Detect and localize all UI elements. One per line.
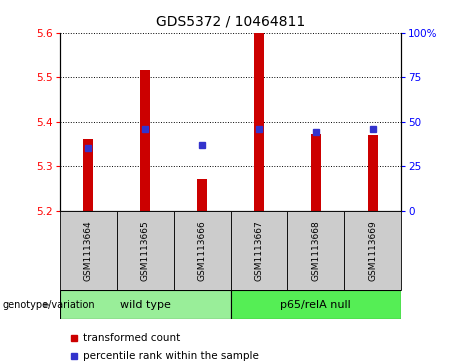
Bar xyxy=(230,211,287,290)
Text: p65/relA null: p65/relA null xyxy=(280,300,351,310)
Text: GSM1113669: GSM1113669 xyxy=(368,220,377,281)
Text: transformed count: transformed count xyxy=(83,333,180,343)
Bar xyxy=(117,211,174,290)
Text: GDS5372 / 10464811: GDS5372 / 10464811 xyxy=(156,15,305,29)
Bar xyxy=(83,139,94,211)
Text: GSM1113668: GSM1113668 xyxy=(311,220,320,281)
Text: GSM1113664: GSM1113664 xyxy=(84,220,93,281)
Text: genotype/variation: genotype/variation xyxy=(2,300,95,310)
Text: GSM1113667: GSM1113667 xyxy=(254,220,263,281)
Bar xyxy=(60,211,117,290)
Bar xyxy=(174,211,230,290)
Text: percentile rank within the sample: percentile rank within the sample xyxy=(83,351,259,361)
Bar xyxy=(344,211,401,290)
Bar xyxy=(311,134,321,211)
Text: GSM1113666: GSM1113666 xyxy=(198,220,207,281)
Bar xyxy=(197,179,207,211)
Bar xyxy=(254,33,264,211)
Bar xyxy=(287,211,344,290)
Bar xyxy=(140,70,150,211)
Text: wild type: wild type xyxy=(120,300,171,310)
Text: GSM1113665: GSM1113665 xyxy=(141,220,150,281)
Bar xyxy=(367,135,378,211)
Bar xyxy=(230,290,401,319)
Bar xyxy=(60,290,230,319)
